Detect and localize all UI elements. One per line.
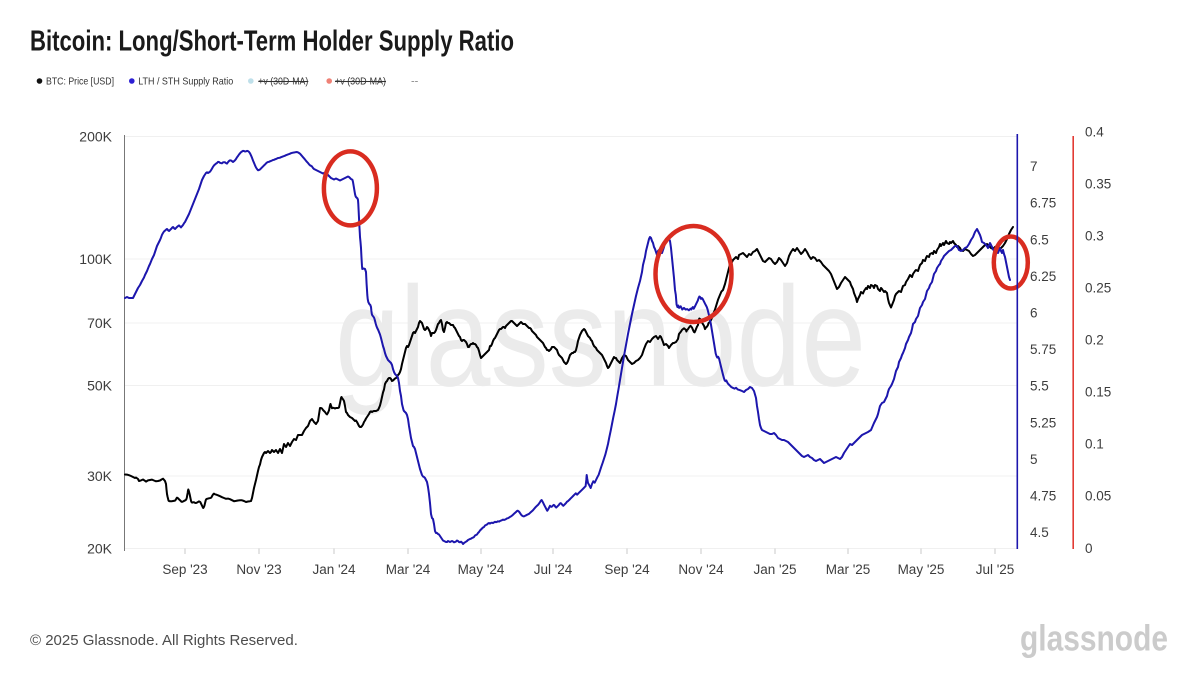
- svg-text:5.75: 5.75: [1030, 342, 1056, 357]
- svg-text:100K: 100K: [79, 251, 112, 267]
- svg-text:50K: 50K: [87, 378, 113, 394]
- svg-text:6: 6: [1030, 306, 1038, 321]
- svg-text:Sep '24: Sep '24: [604, 562, 650, 577]
- svg-text:0.1: 0.1: [1085, 437, 1104, 452]
- svg-text:Jul '24: Jul '24: [534, 562, 573, 577]
- svg-text:5.5: 5.5: [1030, 379, 1049, 394]
- svg-text:glassnode: glassnode: [335, 258, 866, 417]
- svg-text:May '25: May '25: [898, 562, 945, 577]
- svg-text:0.3: 0.3: [1085, 228, 1104, 243]
- svg-text:May '24: May '24: [458, 562, 505, 577]
- svg-text:0.4: 0.4: [1085, 124, 1104, 139]
- svg-text:0.25: 0.25: [1085, 281, 1111, 296]
- svg-text:Mar '24: Mar '24: [386, 562, 431, 577]
- svg-text:30K: 30K: [87, 468, 113, 484]
- svg-text:Jan '24: Jan '24: [312, 562, 356, 577]
- svg-text:6.5: 6.5: [1030, 232, 1049, 247]
- svg-text:200K: 200K: [79, 129, 112, 145]
- svg-text:© 2025 Glassnode. All Rights R: © 2025 Glassnode. All Rights Reserved.: [30, 632, 298, 649]
- svg-text:4.5: 4.5: [1030, 525, 1049, 540]
- svg-text:6.75: 6.75: [1030, 196, 1056, 211]
- svg-text:Bitcoin: Long/Short-Term Holde: Bitcoin: Long/Short-Term Holder Supply R…: [30, 26, 514, 58]
- svg-text:0.15: 0.15: [1085, 385, 1111, 400]
- svg-text:5.25: 5.25: [1030, 415, 1056, 430]
- svg-text:5: 5: [1030, 452, 1038, 467]
- svg-text:LTH / STH Supply Ratio: LTH / STH Supply Ratio: [138, 76, 233, 88]
- svg-text:+v (30D-MA): +v (30D-MA): [335, 76, 386, 88]
- svg-text:0.05: 0.05: [1085, 489, 1111, 504]
- svg-text:0.35: 0.35: [1085, 176, 1111, 191]
- svg-text:Jan '25: Jan '25: [753, 562, 796, 577]
- svg-text:70K: 70K: [87, 315, 113, 331]
- svg-text:--: --: [411, 76, 419, 88]
- svg-text:Jul '25: Jul '25: [976, 562, 1015, 577]
- svg-text:glassnode: glassnode: [1020, 618, 1168, 659]
- svg-text:7: 7: [1030, 159, 1038, 174]
- svg-text:20K: 20K: [87, 541, 113, 557]
- svg-text:BTC: Price [USD]: BTC: Price [USD]: [46, 76, 114, 88]
- svg-text:Sep '23: Sep '23: [162, 562, 207, 577]
- svg-text:0: 0: [1085, 541, 1093, 556]
- svg-text:0.2: 0.2: [1085, 333, 1104, 348]
- svg-text:Nov '24: Nov '24: [678, 562, 724, 577]
- svg-text:Nov '23: Nov '23: [236, 562, 281, 577]
- svg-text:6.25: 6.25: [1030, 269, 1056, 284]
- svg-text:Mar '25: Mar '25: [826, 562, 871, 577]
- svg-text:4.75: 4.75: [1030, 489, 1056, 504]
- svg-text:+v (30D-MA): +v (30D-MA): [258, 76, 308, 88]
